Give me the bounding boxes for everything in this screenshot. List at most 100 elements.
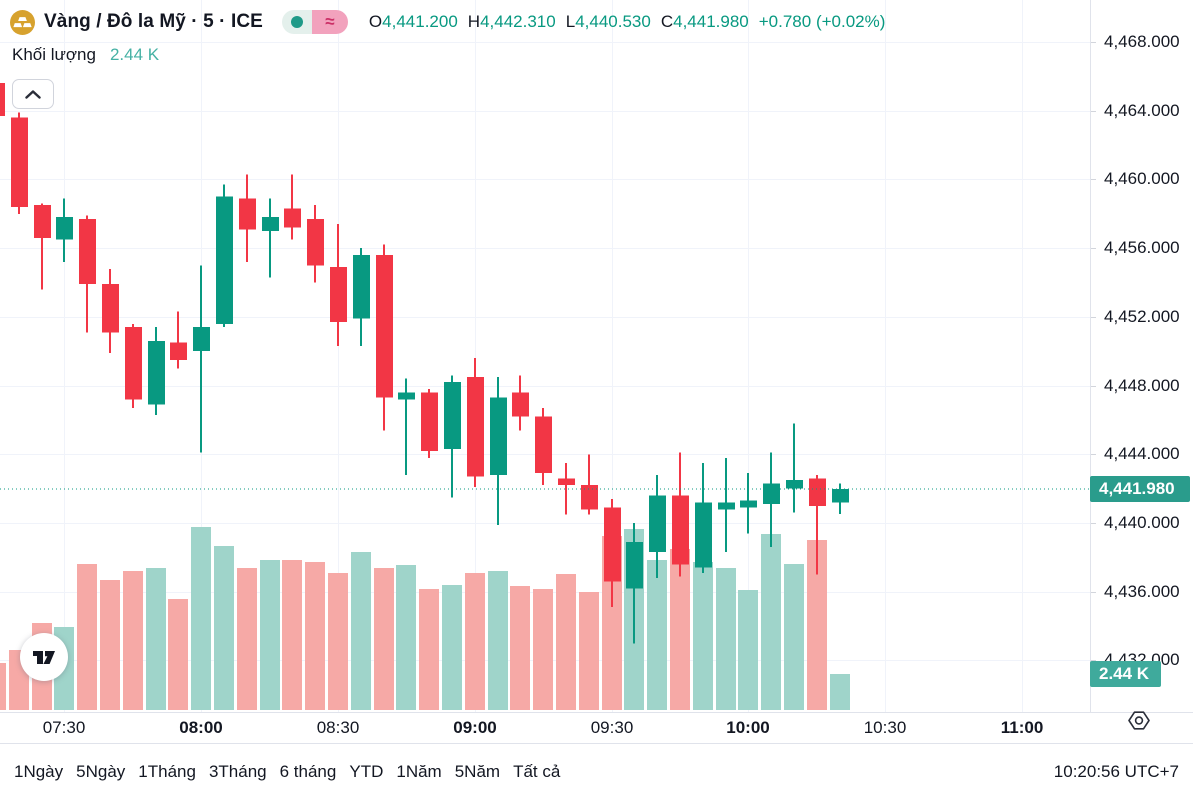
time-tick-label: 07:30 <box>42 718 86 737</box>
volume-bar <box>830 674 850 710</box>
change-value: +0.780 (+0.02%) <box>758 12 886 31</box>
high-value: 4,442.310 <box>480 12 556 31</box>
price-tick <box>1091 317 1096 318</box>
candle-body <box>535 416 552 474</box>
volume-legend-label[interactable]: Khối lượng <box>12 45 96 64</box>
range-button-tất-cả[interactable]: Tất cả <box>513 762 561 781</box>
volume-bar <box>351 552 371 710</box>
time-tick-label: 10:00 <box>726 718 770 737</box>
indicator-pill[interactable]: ≈ <box>281 10 348 34</box>
candlestick-plot[interactable] <box>0 0 1090 712</box>
candle-body <box>809 478 826 506</box>
candle-body <box>763 483 780 505</box>
price-tick-label: 4,436.000 <box>1104 582 1180 601</box>
collapse-legend-button[interactable] <box>12 79 54 109</box>
candle-body <box>79 218 96 285</box>
indicator-approx-icon[interactable]: ≈ <box>311 10 348 34</box>
h-gridline <box>0 248 1090 249</box>
range-button-5ngày[interactable]: 5Ngày <box>76 762 126 781</box>
tradingview-icon <box>33 651 55 664</box>
candle-body <box>262 217 279 231</box>
volume-bar <box>465 573 485 710</box>
candle-wick <box>793 423 795 513</box>
h-gridline <box>0 179 1090 180</box>
candle-body <box>490 397 507 475</box>
time-tick-label: 09:30 <box>590 718 634 737</box>
volume-badge: 2.44 K <box>1090 661 1161 687</box>
range-button-5năm[interactable]: 5Năm <box>454 762 501 781</box>
chart-legend: Vàng / Đô la Mỹ · 5 · ICE ≈ O 4,441.200 H… <box>10 8 885 65</box>
volume-bar <box>442 585 462 710</box>
price-tick <box>1091 42 1096 43</box>
candle-body <box>11 117 28 207</box>
volume-bar <box>533 589 553 710</box>
range-button-3tháng[interactable]: 3Tháng <box>208 762 267 781</box>
price-tick <box>1091 179 1096 180</box>
candle-body <box>558 478 575 486</box>
volume-bar <box>784 564 804 710</box>
candle-body <box>444 382 461 450</box>
volume-bar <box>305 562 325 710</box>
last-price-badge: 4,441.980 <box>1090 476 1190 502</box>
range-button-1ngày[interactable]: 1Ngày <box>14 762 64 781</box>
open-label: O <box>368 12 383 31</box>
volume-bar <box>0 663 6 710</box>
symbol-title[interactable]: Vàng / Đô la Mỹ · 5 · ICE <box>44 11 263 32</box>
candle-wick <box>269 198 271 278</box>
time-tick-label: 10:30 <box>863 718 907 737</box>
candle-wick <box>200 265 202 453</box>
h-gridline <box>0 523 1090 524</box>
utc-clock[interactable]: 10:20:56 UTC+7 <box>1053 762 1179 781</box>
price-tick-label: 4,464.000 <box>1104 101 1180 120</box>
range-button-ytd[interactable]: YTD <box>349 762 384 781</box>
volume-bar <box>670 549 690 710</box>
volume-bar <box>328 573 348 710</box>
candle-body <box>718 502 735 510</box>
volume-bar <box>214 546 234 710</box>
open-value: 4,441.200 <box>382 12 458 31</box>
indicator-dot-icon[interactable] <box>281 10 312 34</box>
price-tick-label: 4,468.000 <box>1104 32 1180 51</box>
settings-gear-icon[interactable] <box>1128 711 1150 730</box>
v-gridline <box>338 0 339 712</box>
time-tick-label: 08:30 <box>316 718 360 737</box>
candle-wick <box>291 174 293 240</box>
price-tick <box>1091 454 1096 455</box>
volume-bar <box>419 589 439 710</box>
candle-body <box>102 284 119 333</box>
v-gridline <box>64 0 65 712</box>
candle-body <box>170 342 187 360</box>
price-tick-label: 4,456.000 <box>1104 238 1180 257</box>
range-button-1năm[interactable]: 1Năm <box>396 762 442 781</box>
volume-bar <box>761 534 781 710</box>
candle-body <box>672 495 689 565</box>
candle-body <box>649 495 666 553</box>
v-gridline <box>612 0 613 712</box>
price-axis[interactable]: 4,468.000 4,464.000 4,460.000 4,456.000 4,45… <box>1090 0 1193 712</box>
low-value: 4,440.530 <box>575 12 651 31</box>
volume-bar <box>716 568 736 710</box>
candle-body <box>740 500 757 508</box>
volume-bar <box>556 574 576 710</box>
range-button-6-tháng[interactable]: 6 tháng <box>279 762 337 781</box>
volume-bar <box>510 586 530 710</box>
close-label: C <box>660 12 674 31</box>
h-gridline <box>0 386 1090 387</box>
v-gridline <box>1022 0 1023 712</box>
range-toolbar: 1Ngày 5Ngày 1Tháng 3Tháng 6 tháng YTD 1Năm 5Năm… <box>0 744 1193 800</box>
volume-bar <box>693 562 713 710</box>
range-button-1tháng[interactable]: 1Tháng <box>138 762 196 781</box>
candle-wick <box>565 462 567 515</box>
volume-bar <box>77 564 97 710</box>
tradingview-logo[interactable] <box>20 633 68 681</box>
close-value: 4,441.980 <box>673 12 749 31</box>
time-axis[interactable]: 07:30 08:00 08:30 09:00 09:30 10:00 10:30 11:00 <box>0 712 1193 743</box>
volume-bar <box>647 560 667 710</box>
candle-wick <box>588 454 590 515</box>
candle-body <box>512 392 529 417</box>
candle-body <box>376 255 393 398</box>
price-tick-label: 4,444.000 <box>1104 444 1180 463</box>
price-tick <box>1091 386 1096 387</box>
volume-bar <box>396 565 416 710</box>
candle-body <box>307 218 324 266</box>
